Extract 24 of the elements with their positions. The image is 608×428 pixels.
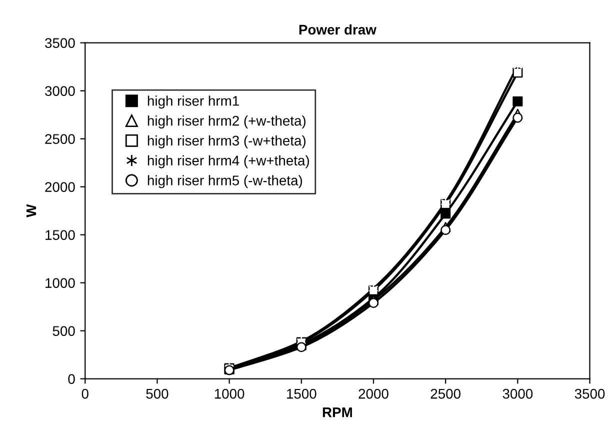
x-tick-label: 1000 bbox=[214, 388, 244, 399]
x-tick-label: 2500 bbox=[430, 388, 460, 399]
y-tick-label: 1500 bbox=[46, 230, 75, 240]
y-axis-title: W bbox=[26, 204, 36, 218]
x-tick-label: 500 bbox=[146, 388, 168, 399]
legend-label: high riser hrm3 (-w+theta) bbox=[148, 135, 306, 148]
x-tick-label: 3500 bbox=[574, 388, 605, 399]
y-tick-label: 2000 bbox=[45, 182, 75, 192]
y-tick-label: 3000 bbox=[45, 86, 75, 96]
x-tick-label: 0 bbox=[82, 388, 88, 399]
chart-title: Power draw bbox=[299, 24, 376, 35]
legend-label: high riser hrm2 (+w-theta) bbox=[148, 116, 306, 128]
legend-label: high riser hrm4 (+w+theta) bbox=[148, 155, 309, 168]
y-tick-label: 1000 bbox=[46, 278, 75, 288]
y-tick-label: 500 bbox=[52, 326, 75, 336]
x-tick-label: 3000 bbox=[502, 388, 533, 399]
y-tick-label: 3500 bbox=[45, 38, 75, 48]
legend-label: high riser hrm1 bbox=[148, 96, 239, 109]
x-axis-title: RPM bbox=[322, 408, 352, 418]
y-tick-label: 2500 bbox=[45, 134, 75, 144]
legend-label: high riser hrm5 (-w-theta) bbox=[148, 175, 302, 188]
y-tick-label: 0 bbox=[68, 374, 75, 384]
x-tick-label: 1500 bbox=[287, 388, 316, 399]
x-tick-label: 2000 bbox=[358, 388, 388, 399]
